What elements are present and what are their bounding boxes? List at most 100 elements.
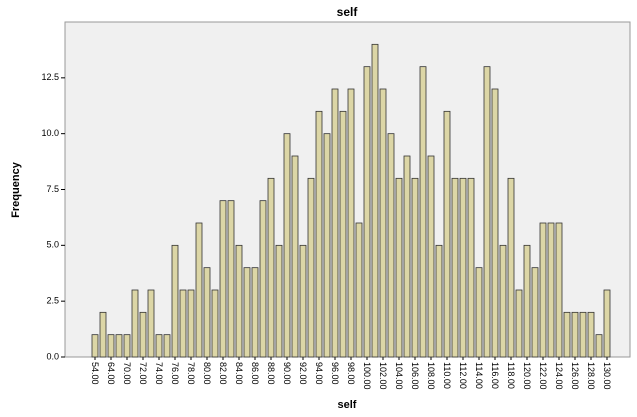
bar xyxy=(211,289,219,358)
bar xyxy=(587,311,595,358)
bar xyxy=(435,244,443,358)
x-tick-label: 106.00 xyxy=(410,362,420,390)
x-tick-label: 92.00 xyxy=(298,362,308,385)
bar xyxy=(195,222,203,358)
y-tick-label: 12.5 xyxy=(41,72,59,82)
x-tick-label: 78.00 xyxy=(186,362,196,385)
bar xyxy=(379,88,387,358)
x-tick-label: 116.00 xyxy=(490,362,500,389)
bar xyxy=(307,177,315,358)
x-tick-label: 76.00 xyxy=(170,362,180,385)
bar xyxy=(403,155,411,358)
bar xyxy=(107,334,115,358)
x-tick-label: 74.00 xyxy=(154,362,164,385)
x-tick-label: 100.00 xyxy=(362,362,372,390)
bar xyxy=(283,133,291,358)
bar xyxy=(115,334,123,358)
bar xyxy=(171,244,179,358)
bar xyxy=(267,177,275,358)
bar xyxy=(483,66,491,358)
bar xyxy=(339,110,347,358)
bar xyxy=(523,244,531,358)
bar xyxy=(155,334,163,358)
y-tick-label: 7.5 xyxy=(46,184,59,194)
x-tick-label: 82.00 xyxy=(218,362,228,385)
x-tick-label: 98.00 xyxy=(346,362,356,385)
bar xyxy=(595,334,603,358)
bar xyxy=(235,244,243,358)
bar xyxy=(163,334,171,358)
bar xyxy=(139,311,147,358)
bar xyxy=(579,311,587,358)
bar xyxy=(331,88,339,358)
x-tick-label: 122.00 xyxy=(538,362,548,390)
bar xyxy=(387,133,395,358)
bar xyxy=(427,155,435,358)
bar xyxy=(355,222,363,358)
bar xyxy=(203,267,211,358)
bar xyxy=(123,334,131,358)
bar xyxy=(563,311,571,358)
bar xyxy=(475,267,483,358)
x-tick-label: 112.00 xyxy=(458,362,468,389)
bar xyxy=(555,222,563,358)
x-tick-label: 128.00 xyxy=(586,362,596,390)
x-tick-label: 80.00 xyxy=(202,362,212,385)
bar xyxy=(251,267,259,358)
bar xyxy=(507,177,515,358)
bar xyxy=(147,289,155,358)
bar xyxy=(459,177,467,358)
x-tick-label: 124.00 xyxy=(554,362,564,390)
x-tick-label: 102.00 xyxy=(378,362,388,390)
x-tick-label: 64.00 xyxy=(106,362,116,385)
x-tick-label: 120.00 xyxy=(522,362,532,390)
y-tick-label: 2.5 xyxy=(46,296,59,306)
x-axis-title: self xyxy=(338,399,357,411)
bar xyxy=(539,222,547,358)
x-tick-label: 88.00 xyxy=(266,362,276,385)
bar xyxy=(395,177,403,358)
y-tick-label: 5.0 xyxy=(46,240,59,250)
bar xyxy=(315,110,323,358)
bar xyxy=(363,66,371,358)
bar xyxy=(419,66,427,358)
bar xyxy=(499,244,507,358)
y-tick-label: 0.0 xyxy=(46,351,59,361)
x-tick-label: 96.00 xyxy=(330,362,340,385)
x-tick-label: 114.00 xyxy=(474,362,484,389)
x-tick-label: 108.00 xyxy=(426,362,436,390)
x-tick-label: 70.00 xyxy=(122,362,132,385)
bar xyxy=(451,177,459,358)
bar xyxy=(227,200,235,358)
bar xyxy=(467,177,475,358)
x-tick-label: 104.00 xyxy=(394,362,404,390)
bar xyxy=(99,311,107,358)
y-axis-title: Frequency xyxy=(10,161,22,218)
bar xyxy=(131,289,139,358)
bar xyxy=(515,289,523,358)
x-tick-label: 86.00 xyxy=(250,362,260,385)
bar xyxy=(571,311,579,358)
bar xyxy=(275,244,283,358)
bar xyxy=(371,43,379,358)
x-tick-label: 126.00 xyxy=(570,362,580,390)
x-tick-label: 110.00 xyxy=(442,362,452,389)
x-tick-label: 130.00 xyxy=(602,362,612,390)
x-tick-label: 94.00 xyxy=(314,362,324,385)
bar xyxy=(323,133,331,358)
x-tick-label: 118.00 xyxy=(506,362,516,389)
bar xyxy=(491,88,499,358)
bar xyxy=(179,289,187,358)
bar xyxy=(259,200,267,358)
bar xyxy=(603,289,611,358)
bar xyxy=(243,267,251,358)
x-tick-label: 72.00 xyxy=(138,362,148,385)
bar xyxy=(291,155,299,358)
y-tick-label: 10.0 xyxy=(41,128,59,138)
bar xyxy=(219,200,227,358)
bar xyxy=(411,177,419,358)
x-tick-label: 84.00 xyxy=(234,362,244,385)
bar xyxy=(187,289,195,358)
